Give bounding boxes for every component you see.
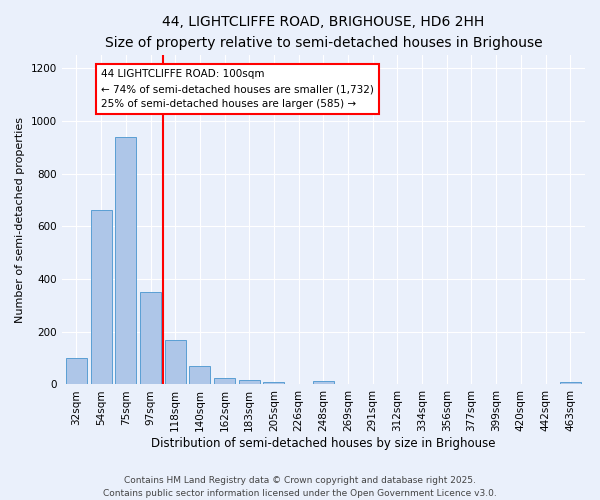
Bar (263, 382, 284, 384)
Bar (190, 366, 211, 384)
Text: Contains HM Land Registry data © Crown copyright and database right 2025.
Contai: Contains HM Land Registry data © Crown c… (103, 476, 497, 498)
Bar (140, 292, 161, 384)
Bar (115, 136, 136, 384)
Bar (165, 340, 186, 384)
Bar (214, 378, 235, 384)
Text: 44 LIGHTCLIFFE ROAD: 100sqm
← 74% of semi-detached houses are smaller (1,732)
25: 44 LIGHTCLIFFE ROAD: 100sqm ← 74% of sem… (101, 70, 374, 109)
Bar (91, 210, 112, 384)
Bar (66, 358, 87, 384)
Bar (239, 380, 260, 384)
X-axis label: Distribution of semi-detached houses by size in Brighouse: Distribution of semi-detached houses by … (151, 437, 496, 450)
Y-axis label: Number of semi-detached properties: Number of semi-detached properties (15, 116, 25, 322)
Bar (560, 382, 581, 384)
Title: 44, LIGHTCLIFFE ROAD, BRIGHOUSE, HD6 2HH
Size of property relative to semi-detac: 44, LIGHTCLIFFE ROAD, BRIGHOUSE, HD6 2HH… (104, 15, 542, 50)
Bar (313, 381, 334, 384)
